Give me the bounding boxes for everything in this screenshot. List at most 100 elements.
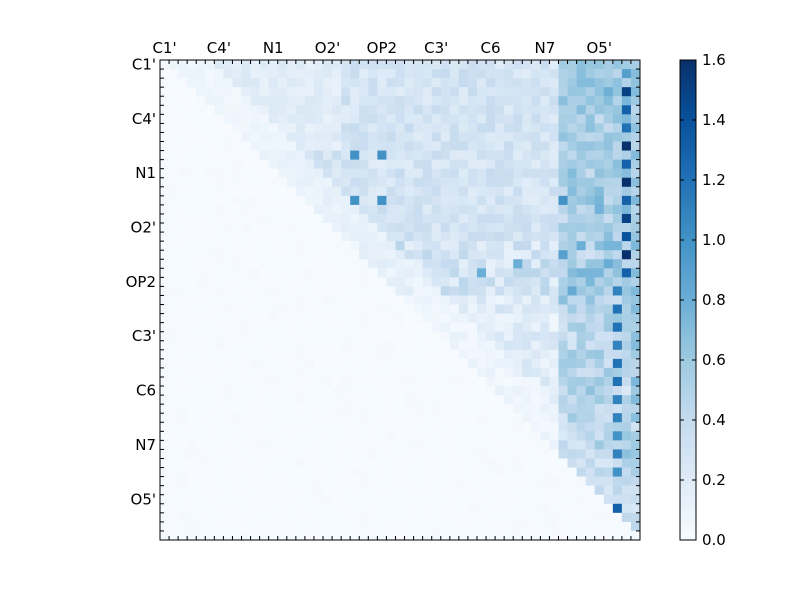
heatmap-cell [422, 268, 432, 278]
heatmap-cell [413, 241, 423, 251]
heatmap-cell [368, 114, 378, 124]
heatmap-cell [612, 404, 623, 414]
heatmap-cell [232, 78, 242, 88]
heatmap-cell [187, 286, 197, 296]
heatmap-cell [359, 503, 369, 514]
heatmap-cell [232, 286, 242, 296]
heatmap-cell [395, 395, 405, 405]
heatmap-cell [585, 87, 596, 97]
heatmap-cell [540, 141, 550, 151]
heatmap-cell [341, 521, 351, 532]
heatmap-cell [431, 123, 442, 133]
heatmap-cell [630, 223, 641, 233]
heatmap-cell [440, 295, 451, 305]
heatmap-cell [467, 458, 478, 468]
heatmap-cell [467, 340, 478, 351]
heatmap-cell [341, 250, 351, 260]
heatmap-cell [277, 286, 288, 296]
heatmap-cell [621, 467, 632, 477]
heatmap-cell [603, 159, 614, 169]
heatmap-cell [350, 395, 360, 405]
heatmap-cell [467, 259, 478, 269]
heatmap-cell [277, 422, 288, 432]
heatmap-cell [540, 123, 550, 133]
heatmap-cell [205, 295, 215, 305]
heatmap-cell [630, 413, 641, 423]
heatmap-cell [323, 123, 333, 133]
heatmap-cell [549, 78, 559, 88]
heatmap-cell [413, 295, 423, 305]
heatmap-cell [567, 268, 577, 278]
heatmap-cell [404, 78, 414, 88]
heatmap-cell [341, 259, 351, 269]
heatmap-cell [160, 277, 170, 287]
heatmap-cell [295, 78, 306, 88]
heatmap-cell [295, 204, 306, 215]
heatmap-cell [467, 159, 478, 169]
heatmap-cell [476, 259, 487, 269]
heatmap-cell [549, 123, 559, 133]
heatmap-cell [476, 204, 487, 215]
heatmap-cell [341, 150, 351, 160]
heatmap-cell [594, 349, 605, 360]
heatmap-cell [495, 150, 505, 160]
heatmap-cell [304, 268, 315, 278]
heatmap-cell [368, 476, 378, 486]
heatmap-cell [250, 376, 260, 387]
heatmap-cell [350, 422, 360, 432]
heatmap-cell [160, 395, 170, 405]
heatmap-cell [513, 87, 523, 97]
heatmap-cell [178, 331, 188, 342]
heatmap-cell [304, 87, 315, 97]
heatmap-cell [205, 313, 215, 323]
heatmap-cell [268, 395, 279, 405]
heatmap-cell [341, 304, 351, 314]
heatmap-cell [286, 395, 297, 405]
heatmap-cell [458, 150, 469, 160]
heatmap-cell [621, 503, 632, 514]
heatmap-cell [160, 485, 170, 496]
heatmap-cell [594, 150, 605, 160]
heatmap-cell [422, 105, 432, 115]
heatmap-cell [187, 494, 197, 505]
heatmap-cell [214, 114, 224, 124]
heatmap-cell [250, 476, 260, 486]
heatmap-cell [467, 250, 478, 260]
heatmap-cell [341, 141, 351, 151]
heatmap-cell [241, 277, 251, 287]
heatmap-cell [368, 250, 378, 260]
heatmap-cell [531, 503, 541, 514]
heatmap-cell [513, 467, 523, 477]
heatmap-cell [368, 386, 378, 396]
heatmap-cell [458, 96, 469, 106]
heatmap-cell [513, 304, 523, 314]
heatmap-cell [187, 395, 197, 405]
heatmap-cell [513, 331, 523, 342]
heatmap-cell [223, 395, 233, 405]
heatmap-cell [350, 177, 360, 188]
heatmap-cell [196, 69, 206, 79]
heatmap-cell [368, 141, 378, 151]
heatmap-cell [540, 494, 550, 505]
heatmap-cell [486, 177, 496, 188]
heatmap-cell [585, 413, 596, 423]
heatmap-cell [476, 213, 487, 224]
heatmap-cell [313, 512, 324, 523]
heatmap-cell [241, 440, 251, 450]
heatmap-cell [486, 494, 496, 505]
heatmap-cell [531, 331, 541, 342]
heatmap-cell [567, 60, 577, 70]
heatmap-cell [504, 150, 514, 160]
heatmap-cell [187, 440, 197, 450]
heatmap-cell [223, 213, 233, 224]
heatmap-cell [621, 223, 632, 233]
heatmap-cell [160, 286, 170, 296]
heatmap-cell [377, 177, 387, 188]
heatmap-cell [513, 105, 523, 115]
heatmap-cell [612, 512, 623, 523]
heatmap-cell [422, 313, 432, 323]
heatmap-cell [522, 286, 532, 296]
heatmap-cell [196, 367, 206, 378]
heatmap-cell [187, 386, 197, 396]
heatmap-cell [368, 96, 378, 106]
